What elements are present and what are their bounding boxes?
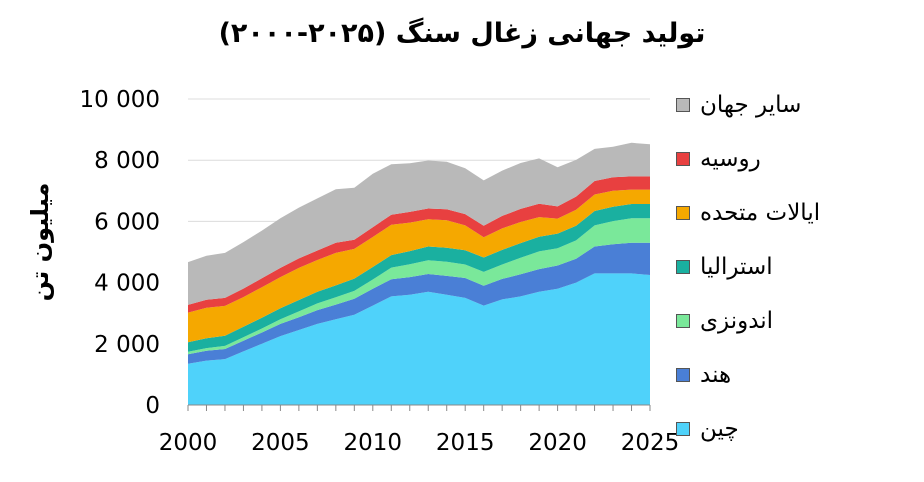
area-series-0 <box>188 273 650 405</box>
area-series-5 <box>188 176 650 313</box>
area-series-3 <box>188 204 650 352</box>
x-tick-label: 2000 <box>159 430 218 456</box>
y-tick-label: 10 000 <box>80 87 160 113</box>
legend-label: سایر جهان <box>700 92 802 118</box>
legend-item: اندونزی <box>676 306 773 336</box>
legend-swatch <box>676 206 690 220</box>
y-tick-label: 2 000 <box>94 332 160 358</box>
y-tick-label: 6 000 <box>94 209 160 235</box>
area-series-6 <box>188 142 650 305</box>
x-tick-label: 2010 <box>344 430 403 456</box>
area-series-2 <box>188 218 650 355</box>
legend-swatch <box>676 98 690 112</box>
legend-item: روسیه <box>676 144 761 174</box>
legend-item: هند <box>676 360 731 390</box>
legend-label: استرالیا <box>700 254 773 280</box>
legend-swatch <box>676 152 690 166</box>
x-tick-label: 2025 <box>621 430 680 456</box>
legend-label: اندونزی <box>700 308 774 334</box>
legend-label: چین <box>700 416 739 442</box>
area-series-4 <box>188 189 650 343</box>
x-tick-label: 2020 <box>528 430 587 456</box>
x-tick-label: 2015 <box>436 430 495 456</box>
legend-label: ایالات متحده <box>700 200 821 226</box>
legend-item: ایالات متحده <box>676 198 820 228</box>
legend-label: روسیه <box>700 146 761 172</box>
legend-item: سایر جهان <box>676 90 801 120</box>
legend-swatch <box>676 260 690 274</box>
legend-swatch <box>676 368 690 382</box>
legend-item: چین <box>676 414 739 444</box>
legend-item: استرالیا <box>676 252 773 282</box>
chart-title: تولید جهانی زغال سنگ (۲۰۲۵-۲۰۰۰) <box>218 18 706 49</box>
legend-swatch <box>676 422 690 436</box>
area-series-1 <box>188 242 650 364</box>
legend-swatch <box>676 314 690 328</box>
y-tick-label: 0 <box>145 393 160 419</box>
legend-label: هند <box>700 362 732 388</box>
x-tick-label: 2005 <box>251 430 310 456</box>
y-tick-label: 8 000 <box>94 148 160 174</box>
y-tick-label: 4 000 <box>94 271 160 297</box>
